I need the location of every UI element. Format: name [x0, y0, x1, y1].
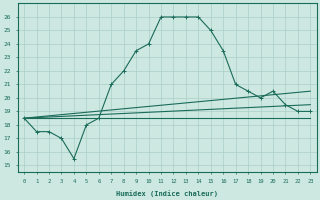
X-axis label: Humidex (Indice chaleur): Humidex (Indice chaleur) — [116, 190, 218, 197]
